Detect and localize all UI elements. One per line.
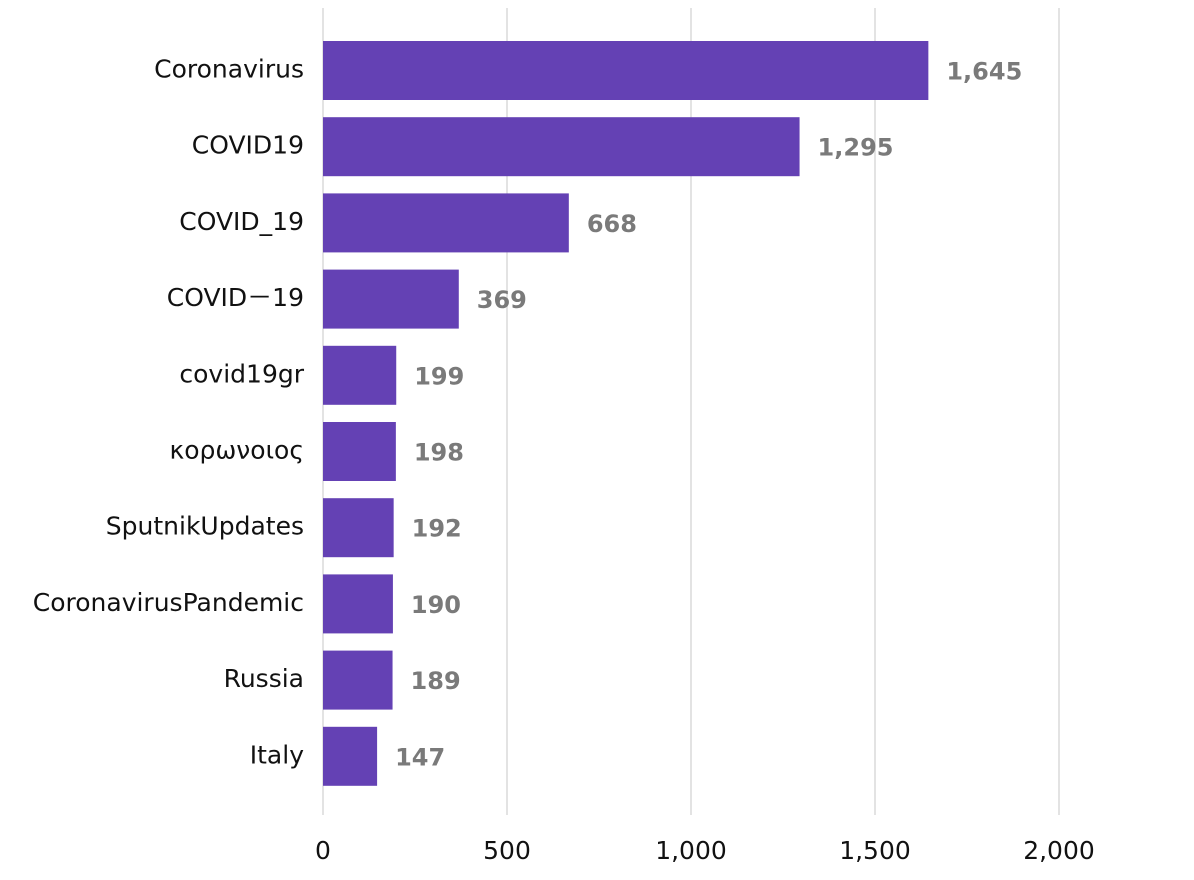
x-tick-label: 2,000 [1023, 836, 1095, 865]
x-tick-label: 0 [315, 836, 331, 865]
bar [323, 345, 397, 405]
value-label: 668 [587, 210, 637, 238]
category-label: SputnikUpdates [106, 512, 304, 541]
value-label: 369 [477, 286, 527, 314]
category-label: COVID_19 [179, 207, 304, 236]
x-tick-label: 1,000 [655, 836, 727, 865]
value-label: 199 [414, 362, 464, 390]
bar [323, 726, 378, 786]
bar [323, 269, 459, 329]
bar [323, 422, 396, 481]
x-tick-label: 500 [483, 836, 531, 865]
category-label: covid19gr [179, 359, 304, 388]
bar [323, 498, 394, 558]
value-labels: 1,645 1,295 668 369 199 198 192 190 189 147 [395, 58, 1022, 772]
bar-layer [323, 41, 929, 786]
category-label: κορωνοιος [169, 436, 304, 465]
value-label: 192 [412, 515, 462, 543]
x-axis-ticks: 0 500 1,000 1,500 2,000 [315, 836, 1095, 865]
bar [323, 650, 393, 710]
value-label: 189 [411, 667, 461, 695]
value-label: 147 [395, 743, 445, 771]
bar [323, 117, 800, 177]
value-label: 1,645 [946, 58, 1022, 86]
category-labels: Coronavirus COVID19 COVID_19 COVID－19 covid1… [33, 55, 305, 770]
category-label: COVID－19 [167, 283, 304, 312]
value-label: 190 [411, 591, 461, 619]
category-label: CoronavirusPandemic [33, 588, 304, 617]
value-label: 198 [414, 439, 464, 467]
x-tick-label: 1,500 [839, 836, 911, 865]
category-label: Coronavirus [154, 55, 304, 84]
bar [323, 193, 569, 253]
value-label: 1,295 [818, 134, 894, 162]
category-label: COVID19 [192, 131, 304, 160]
category-label: Russia [224, 664, 304, 693]
bar [323, 574, 393, 634]
category-label: Italy [250, 740, 304, 769]
bar [323, 41, 929, 100]
